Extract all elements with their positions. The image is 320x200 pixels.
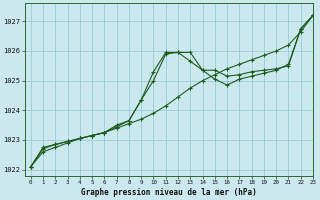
X-axis label: Graphe pression niveau de la mer (hPa): Graphe pression niveau de la mer (hPa)	[81, 188, 257, 197]
